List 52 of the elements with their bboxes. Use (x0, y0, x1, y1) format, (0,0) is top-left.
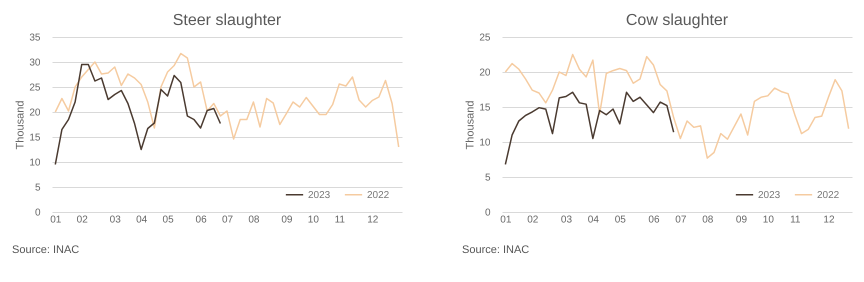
x-tick-label: 06 (648, 214, 660, 226)
x-tick-label: 09 (281, 214, 293, 226)
y-tick-label: 0 (484, 208, 491, 218)
y-tick-label: 5 (484, 172, 491, 184)
y-tick-label: 10 (29, 158, 41, 168)
x-tick-label: 02 (76, 214, 88, 226)
x-tick-label: 06 (196, 214, 208, 226)
line-series (54, 52, 400, 148)
x-tick-label: 10 (308, 214, 320, 226)
x-tick-label: 05 (614, 214, 626, 226)
chart-title: Cow slaughter (626, 12, 729, 29)
x-tick-label: 02 (527, 214, 539, 226)
x-tick-label: 08 (702, 214, 714, 226)
x-tick-label: 03 (110, 214, 122, 226)
y-tick-label: 0 (34, 208, 41, 218)
y-tick-label: 5 (34, 182, 41, 194)
x-tick-label: 12 (823, 214, 835, 226)
y-axis-title: Thousand (14, 100, 26, 150)
y-tick-label: 30 (29, 58, 41, 68)
source-note: Source: INAC (12, 244, 80, 256)
legend-label: 2022 (367, 190, 390, 201)
x-tick-label: 11 (790, 214, 801, 226)
y-tick-label: 10 (479, 138, 491, 148)
y-tick-label: 25 (479, 32, 491, 44)
x-tick-label: 08 (248, 214, 260, 226)
x-tick-label: 11 (334, 214, 346, 226)
x-tick-label: 03 (560, 214, 572, 226)
y-tick-label: 20 (29, 108, 41, 118)
x-tick-label: 01 (50, 214, 62, 226)
legend-label: 2023 (758, 190, 781, 201)
x-tick-label: 07 (675, 214, 687, 226)
x-tick-label: 10 (762, 214, 774, 226)
y-tick-label: 15 (479, 102, 491, 114)
line-series (504, 54, 850, 159)
line-series (504, 92, 674, 166)
chart-title: Steer slaughter (172, 12, 282, 29)
line-series (54, 64, 222, 166)
x-tick-label: 07 (222, 214, 234, 226)
legend-label: 2022 (817, 190, 840, 201)
x-tick-label: 01 (500, 214, 512, 226)
x-tick-label: 04 (136, 214, 148, 226)
x-tick-label: 04 (588, 214, 600, 226)
x-tick-label: 12 (367, 214, 379, 226)
x-tick-label: 09 (736, 214, 748, 226)
legend-label: 2023 (308, 190, 331, 201)
y-tick-label: 15 (29, 132, 41, 144)
source-note: Source: INAC (462, 244, 530, 256)
x-tick-label: 05 (162, 214, 174, 226)
y-tick-label: 35 (29, 32, 41, 44)
y-tick-label: 25 (29, 82, 41, 94)
y-tick-label: 20 (479, 68, 491, 78)
y-axis-title: Thousand (464, 100, 476, 150)
